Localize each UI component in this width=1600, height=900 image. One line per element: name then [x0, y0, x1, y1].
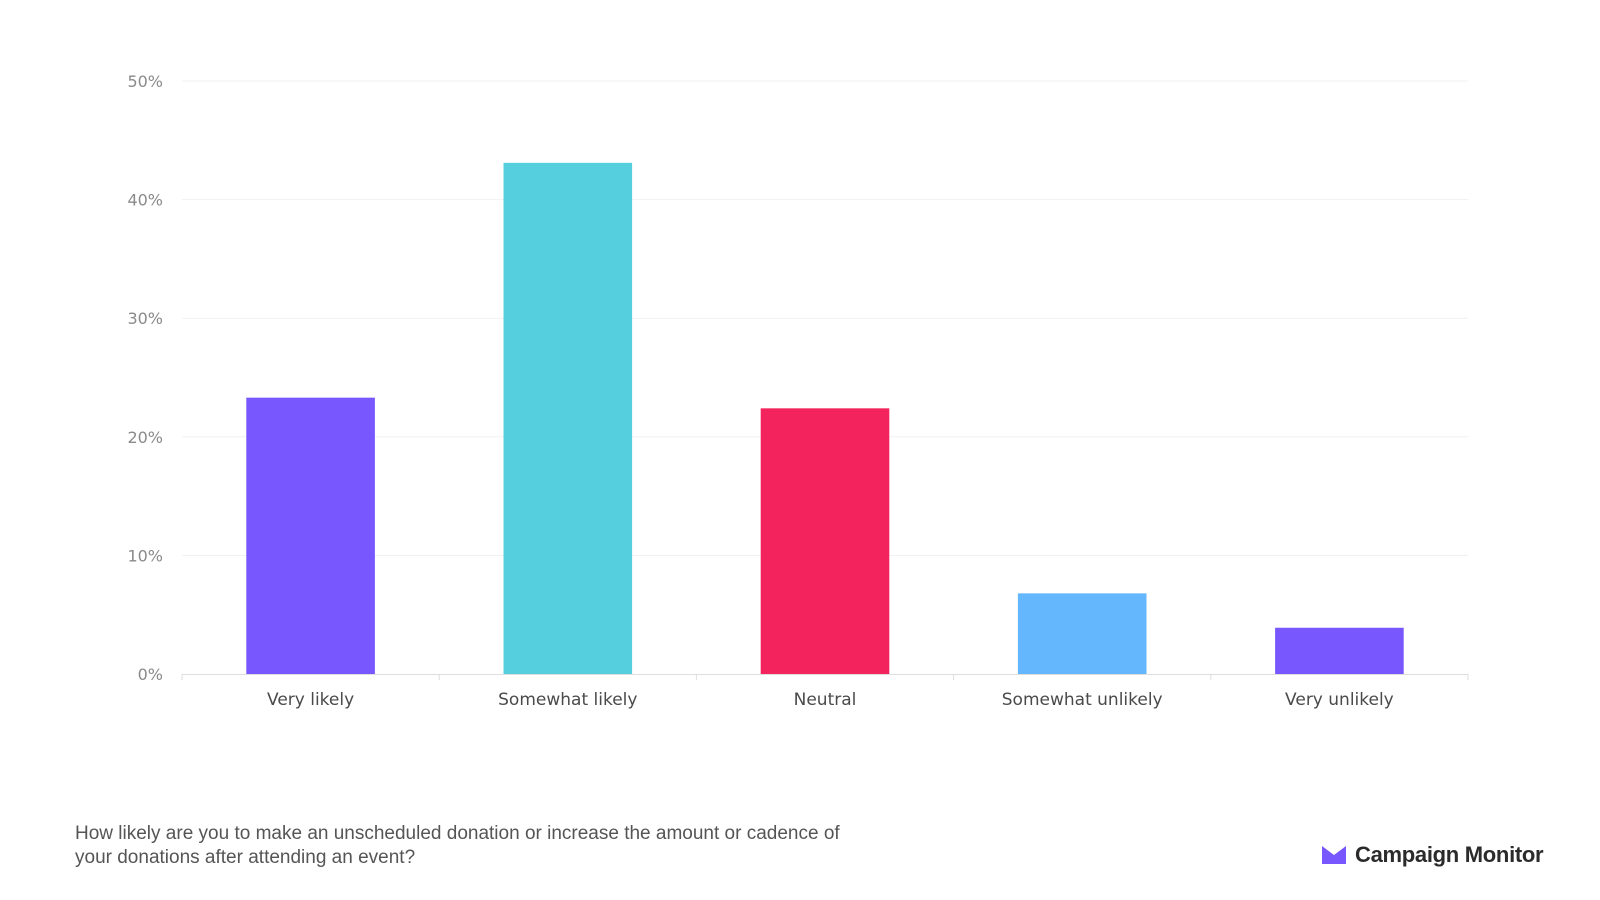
x-axis	[181, 674, 1469, 680]
y-tick-label: 40%	[127, 191, 163, 210]
y-tick-label: 30%	[127, 309, 163, 328]
y-tick-label: 20%	[127, 428, 163, 447]
bar	[246, 397, 375, 674]
envelope-icon	[1322, 846, 1346, 864]
x-tick-label: Neutral	[794, 690, 857, 710]
x-tick-label: Somewhat likely	[498, 690, 637, 710]
x-axis-ticks: Very likely Somewhat likely Neutral Somewha…	[267, 690, 1394, 710]
x-tick-label: Very likely	[267, 690, 354, 710]
x-tick-label: Somewhat unlikely	[1002, 690, 1163, 710]
bar	[760, 408, 890, 674]
bar	[1275, 627, 1404, 674]
bar-chart: 0% 10% 20% 30% 40% 50% Very likely Somewhat li…	[127, 72, 1469, 710]
y-tick-label: 0%	[138, 665, 163, 684]
y-axis-ticks: 0% 10% 20% 30% 40% 50%	[127, 72, 163, 684]
brand-logo: Campaign Monitor	[1322, 840, 1544, 870]
y-tick-label: 50%	[127, 72, 163, 91]
bar	[1017, 593, 1147, 674]
chart-caption: How likely are you to make an unschedule…	[75, 823, 840, 868]
brand-name: Campaign Monitor	[1355, 842, 1544, 867]
y-tick-label: 10%	[127, 546, 163, 565]
bars	[246, 162, 1404, 675]
bar	[503, 162, 633, 675]
gridlines	[182, 80, 1468, 556]
x-tick-label: Very unlikely	[1285, 690, 1394, 710]
